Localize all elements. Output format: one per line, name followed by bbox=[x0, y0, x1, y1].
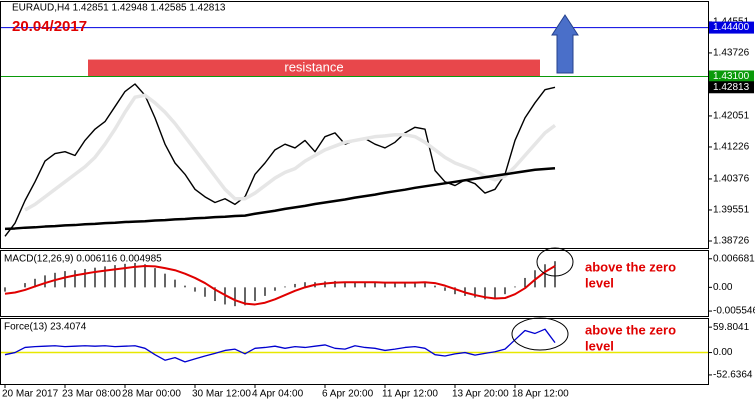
histogram-bar bbox=[254, 287, 256, 302]
y-tick-label: 1.38726 bbox=[713, 236, 750, 247]
histogram-bar bbox=[404, 282, 406, 288]
macd-header: MACD(12,26,9) 0.006116 0.004985 bbox=[4, 254, 162, 265]
histogram-bar bbox=[144, 264, 146, 288]
histogram-bar bbox=[434, 285, 436, 288]
histogram-bar bbox=[234, 287, 236, 307]
highlight-circle bbox=[511, 317, 569, 351]
moving-average bbox=[24, 93, 557, 212]
histogram-bar bbox=[414, 281, 416, 288]
histogram-bar bbox=[64, 271, 66, 288]
histogram-bar bbox=[454, 287, 456, 295]
histogram-bar bbox=[504, 287, 506, 295]
level-box bbox=[709, 70, 754, 83]
histogram-bar bbox=[514, 286, 516, 288]
x-tick-label: 18 Apr 12:00 bbox=[512, 389, 569, 400]
histogram-bar bbox=[484, 287, 486, 300]
histogram-bar bbox=[184, 285, 186, 288]
x-tick-label: 20 Mar 2017 bbox=[2, 389, 59, 400]
histogram-bar bbox=[24, 283, 26, 288]
x-tick-label: 30 Mar 12:00 bbox=[192, 389, 251, 400]
level-label: 1.42813 bbox=[713, 82, 750, 93]
main-panel bbox=[0, 1, 709, 249]
histogram-bar bbox=[264, 287, 266, 296]
y-tick-label: 1.42051 bbox=[713, 111, 750, 122]
histogram-bar bbox=[154, 268, 156, 288]
date-note: 20.04/2017 bbox=[12, 18, 87, 35]
histogram-bar bbox=[334, 280, 336, 288]
level-label: 1.43100 bbox=[713, 71, 750, 82]
histogram-bar bbox=[4, 287, 6, 292]
level-label: 1.44400 bbox=[713, 22, 750, 33]
histogram-bar bbox=[384, 283, 386, 288]
histogram-bar bbox=[424, 281, 426, 288]
y-tick-label: 1.39551 bbox=[713, 205, 750, 216]
x-tick-label: 4 Apr 04:00 bbox=[252, 389, 304, 400]
histogram-bar bbox=[524, 277, 526, 288]
zone-label: resistance bbox=[284, 59, 343, 74]
histogram-bar bbox=[354, 282, 356, 288]
up-arrow bbox=[551, 14, 579, 74]
level-box bbox=[709, 21, 754, 34]
macd-panel bbox=[0, 250, 709, 317]
histogram-bar bbox=[544, 264, 546, 288]
histogram-bar bbox=[284, 286, 286, 288]
indicator-line bbox=[4, 264, 556, 306]
x-tick-label: 11 Apr 12:00 bbox=[382, 389, 438, 400]
histogram-bar bbox=[274, 287, 276, 291]
histogram-bar bbox=[304, 282, 306, 288]
histogram-bar bbox=[204, 287, 206, 297]
histogram-bar bbox=[44, 275, 46, 288]
histogram-bar bbox=[244, 287, 246, 306]
force-panel bbox=[0, 318, 709, 385]
y-tick-label: 1.40376 bbox=[713, 174, 750, 185]
plot-layer: resistance1.445511.437261.420511.412261.… bbox=[1, 17, 755, 400]
histogram-bar bbox=[164, 273, 166, 288]
y-tick-label: -52.6364 bbox=[713, 370, 753, 381]
histogram-bar bbox=[444, 287, 446, 291]
highlight-circle bbox=[536, 247, 574, 277]
histogram-bar bbox=[474, 287, 476, 298]
histogram-bar bbox=[34, 278, 36, 288]
histogram-bar bbox=[174, 279, 176, 288]
x-tick-label: 6 Apr 20:00 bbox=[322, 389, 374, 400]
moving-average bbox=[4, 167, 556, 231]
level-box bbox=[709, 81, 754, 94]
histogram-bar bbox=[374, 282, 376, 288]
histogram-bar bbox=[194, 287, 196, 292]
x-tick-label: 23 Mar 08:00 bbox=[62, 389, 121, 400]
x-tick-label: 28 Mar 00:00 bbox=[122, 389, 181, 400]
indicator-line bbox=[4, 328, 556, 363]
force-note: above the zero bbox=[585, 322, 676, 337]
main-header: EURAUD,H4 1.42851 1.42948 1.42585 1.4281… bbox=[12, 3, 226, 14]
force-header: Force(13) 23.4074 bbox=[4, 322, 87, 333]
y-tick-label: 59.8041 bbox=[713, 322, 750, 333]
y-tick-label: 1.43726 bbox=[713, 48, 750, 59]
y-tick-label: 0.006681 bbox=[713, 253, 755, 264]
histogram-bar bbox=[494, 287, 496, 299]
histogram-bar bbox=[364, 282, 366, 288]
y-tick-label: 1.41226 bbox=[713, 142, 750, 153]
histogram-bar bbox=[114, 265, 116, 288]
y-tick-label: -0.005546 bbox=[713, 306, 755, 317]
histogram-bar bbox=[394, 283, 396, 288]
histogram-bar bbox=[74, 270, 76, 288]
histogram-bar bbox=[84, 268, 86, 288]
macd-note: above the zero bbox=[585, 259, 676, 274]
histogram-bar bbox=[94, 267, 96, 288]
histogram-bar bbox=[104, 266, 106, 288]
histogram-bar bbox=[344, 281, 346, 288]
histogram-bar bbox=[294, 283, 296, 288]
histogram-bar bbox=[124, 263, 126, 288]
x-tick-label: 13 Apr 20:00 bbox=[452, 389, 509, 400]
histogram-bar bbox=[214, 287, 216, 302]
y-tick-label: 0.00 bbox=[713, 347, 733, 358]
histogram-bar bbox=[554, 261, 556, 288]
force-note: level bbox=[585, 338, 614, 353]
resistance-zone bbox=[88, 59, 540, 77]
y-tick-label: 0.00 bbox=[713, 282, 733, 293]
macd-note: level bbox=[585, 275, 614, 290]
histogram-bar bbox=[134, 262, 136, 288]
